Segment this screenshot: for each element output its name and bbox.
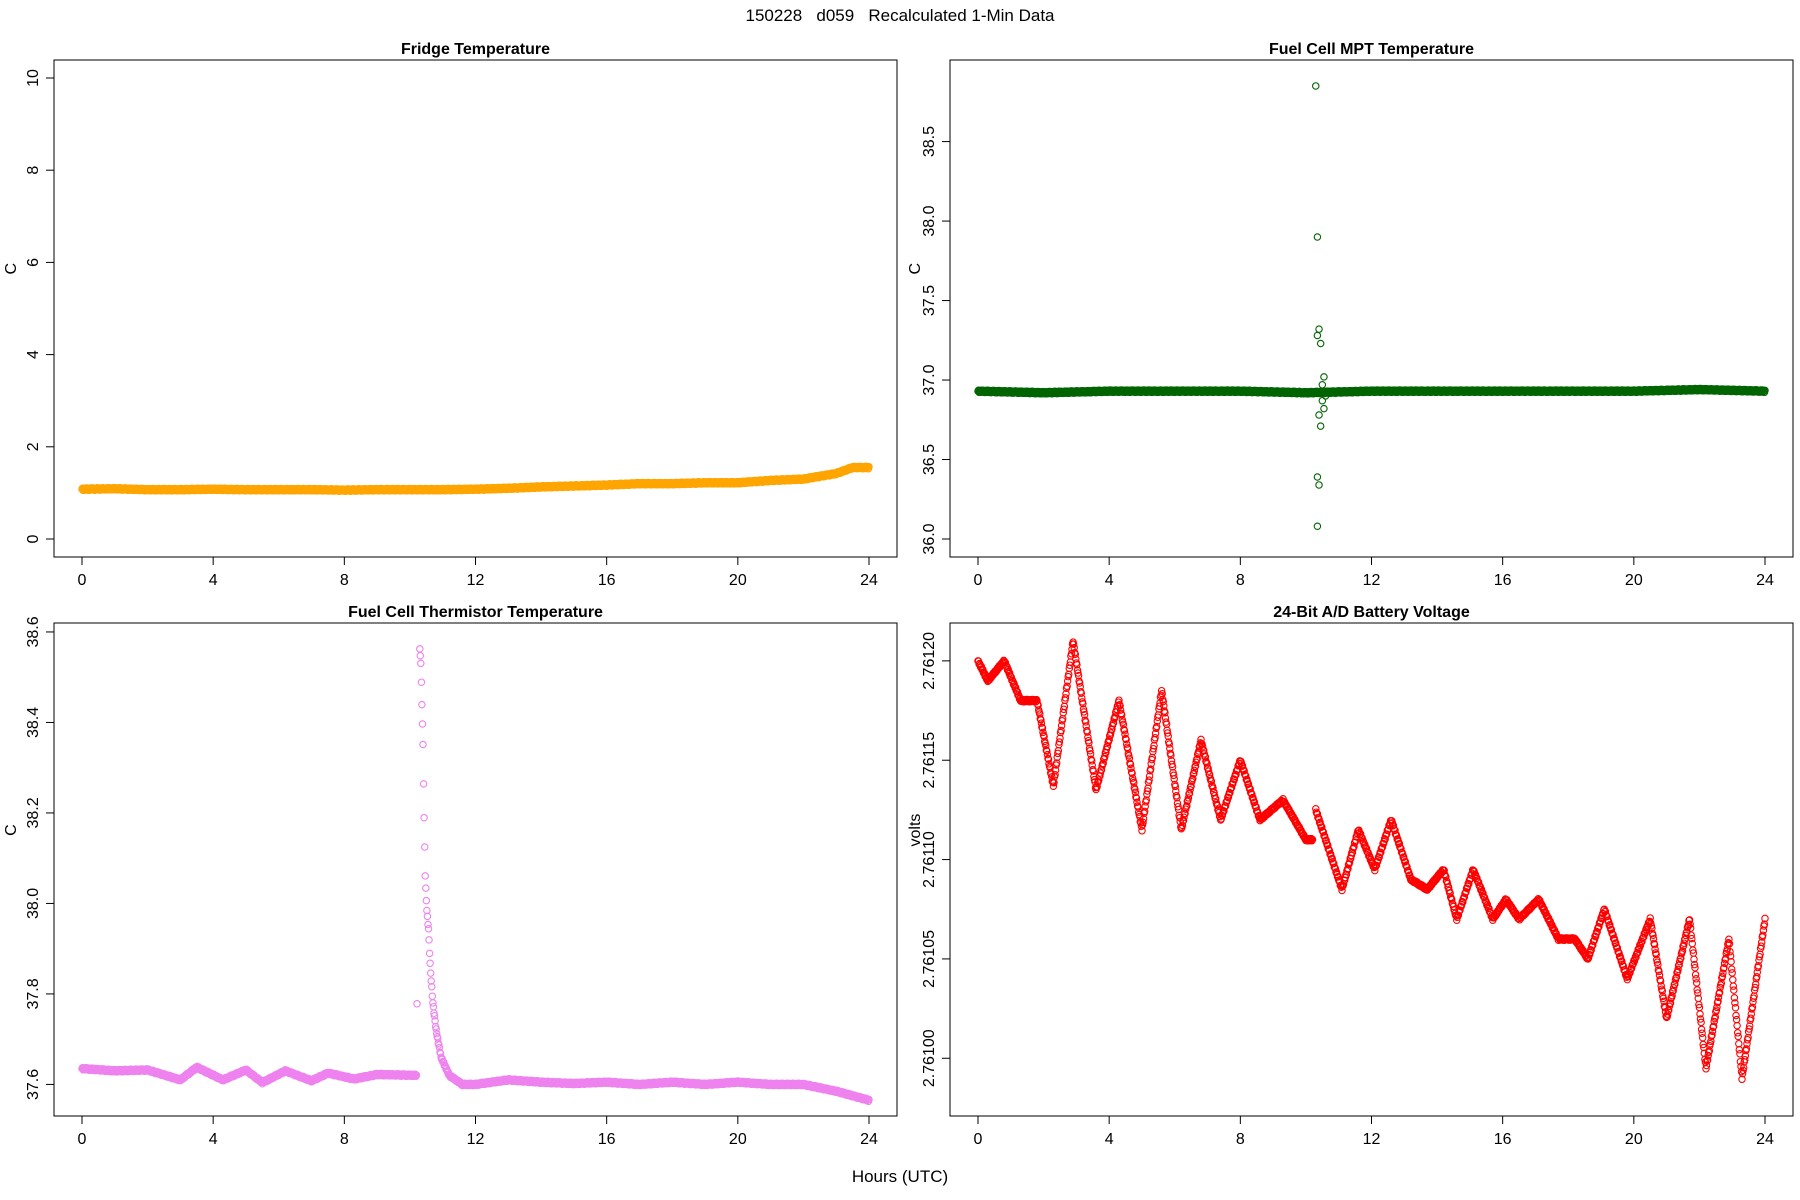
fuel-cell-mpt-temperature-y-tick-label: 38.5 [921, 126, 938, 157]
fuel-cell-mpt-temperature-points [974, 82, 1769, 531]
battery-voltage-y-tick-label: 2.76105 [921, 930, 938, 988]
fuel-cell-mpt-temperature-x-tick-label: 0 [974, 572, 983, 589]
fridge-temperature-y-tick-label: 0 [25, 534, 42, 543]
fuel-cell-mpt-temperature-title: Fuel Cell MPT Temperature [1269, 41, 1474, 58]
fuel-cell-mpt-temperature-x-tick-label: 12 [1363, 572, 1381, 589]
battery-voltage-y-tick-label: 2.76120 [921, 632, 938, 690]
fridge-temperature-y-tick-label: 10 [25, 69, 42, 87]
fridge-temperature-title: Fridge Temperature [401, 41, 550, 58]
fuel-cell-mpt-temperature-x-tick-label: 4 [1105, 572, 1114, 589]
fuel-cell-mpt-temperature-y-tick-label: 36.5 [921, 444, 938, 475]
fridge-temperature-x-tick-label: 0 [78, 572, 87, 589]
battery-voltage-title: 24-Bit A/D Battery Voltage [1273, 604, 1470, 621]
fridge-temperature-y-tick-label: 6 [25, 258, 42, 267]
figure-title: 150228 d059 Recalculated 1-Min Data [745, 6, 1055, 25]
fuel-cell-mpt-temperature-y-tick-label: 38.0 [921, 205, 938, 236]
fuel-cell-mpt-temperature-y-tick-label: 37.5 [921, 285, 938, 316]
fuel-cell-mpt-temperature-x-tick-label: 8 [1236, 572, 1245, 589]
fridge-temperature-y-tick-label: 4 [25, 350, 42, 359]
fridge-temperature-x-tick-label: 20 [729, 572, 747, 589]
fridge-temperature-y-axis-label: C [3, 263, 20, 275]
battery-voltage-y-axis-label: volts [907, 814, 924, 847]
fridge-temperature-x-tick-label: 24 [860, 572, 878, 589]
battery-voltage-points [974, 638, 1769, 1084]
fridge-temperature-y-tick-label: 8 [25, 166, 42, 175]
battery-voltage-y-tick-label: 2.76100 [921, 1029, 938, 1087]
fuel-cell-mpt-temperature-y-tick-label: 36.0 [921, 523, 938, 554]
battery-voltage-y-tick-label: 2.76115 [921, 732, 938, 789]
fridge-temperature-x-tick-label: 8 [340, 572, 349, 589]
fridge-temperature-points [78, 462, 873, 495]
battery-voltage-x-tick-label: 4 [1105, 1131, 1114, 1148]
battery-voltage-x-tick-label: 20 [1625, 1131, 1643, 1148]
battery-voltage-x-tick-label: 16 [1494, 1131, 1512, 1148]
fuel-cell-mpt-temperature-x-tick-label: 16 [1494, 572, 1512, 589]
fridge-temperature-data-point [865, 462, 873, 471]
fuel-cell-mpt-temperature-y-tick-label: 37.0 [921, 364, 938, 395]
fuel-cell-mpt-temperature-y-axis-label: C [907, 263, 924, 275]
battery-voltage-x-tick-label: 12 [1363, 1131, 1381, 1148]
battery-voltage-x-tick-label: 0 [974, 1131, 983, 1148]
fridge-temperature-x-tick-label: 4 [209, 572, 218, 589]
battery-voltage-x-tick-label: 8 [1236, 1131, 1245, 1148]
fridge-temperature-x-tick-label: 12 [467, 572, 485, 589]
battery-voltage-x-tick-label: 24 [1756, 1131, 1774, 1148]
fridge-temperature-y-tick-label: 2 [25, 442, 42, 451]
fridge-temperature-x-tick-label: 16 [598, 572, 616, 589]
fuel-cell-mpt-temperature-x-tick-label: 20 [1625, 572, 1643, 589]
fuel-cell-mpt-temperature-x-tick-label: 24 [1756, 572, 1774, 589]
x-axis-label: Hours (UTC) [851, 1167, 949, 1186]
